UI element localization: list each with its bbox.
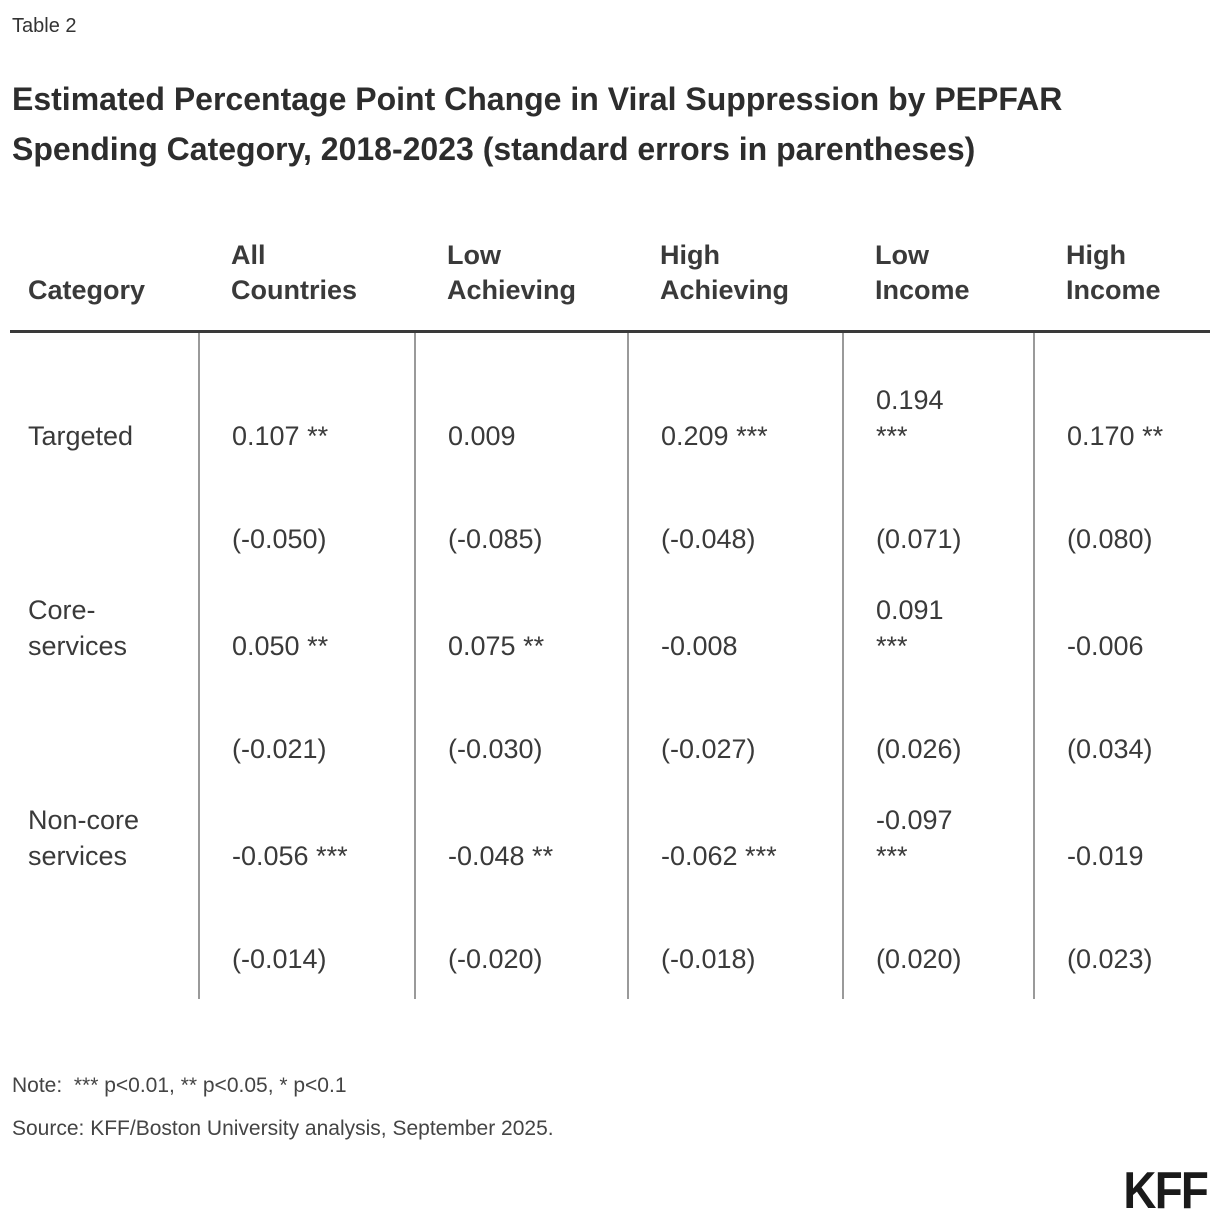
std-error-cell: (-0.021)	[198, 669, 415, 773]
row-label-empty	[10, 670, 199, 773]
page-title: Estimated Percentage Point Change in Vir…	[12, 81, 1063, 167]
std-error-cell: (-0.030)	[414, 669, 628, 773]
estimate-cell: 0.209 ***	[627, 331, 843, 460]
std-error-cell: (-0.085)	[414, 459, 628, 563]
estimate-cell: 0.091 ***	[842, 562, 1034, 670]
row-label-empty	[10, 880, 199, 983]
estimate-cell: -0.008	[627, 562, 843, 670]
estimate-cell: -0.019	[1033, 772, 1210, 880]
spacer-cell	[414, 982, 628, 999]
estimate-cell: 0.050 **	[198, 562, 415, 670]
std-error-cell: (0.080)	[1033, 459, 1210, 563]
spacer-cell	[1033, 982, 1210, 999]
estimate-cell: 0.075 **	[414, 562, 628, 670]
table-row-non-core-services-std-errors: (-0.014) (-0.020) (-0.018) (0.020) (0.02…	[10, 879, 1210, 983]
std-error-cell: (0.023)	[1033, 879, 1210, 983]
col-header-high-income: High Income	[1034, 230, 1210, 333]
std-error-cell: (-0.048)	[627, 459, 843, 563]
std-error-cell: (0.034)	[1033, 669, 1210, 773]
estimate-cell: -0.062 ***	[627, 772, 843, 880]
table-row-targeted-estimates: Targeted 0.107 ** 0.009 0.209 *** 0.194 …	[10, 331, 1210, 460]
std-error-cell: (0.071)	[842, 459, 1034, 563]
estimate-cell: -0.097 ***	[842, 772, 1034, 880]
table-row-targeted-std-errors: (-0.050) (-0.085) (-0.048) (0.071) (0.08…	[10, 459, 1210, 563]
table-number-label: Table 2	[12, 15, 77, 37]
table-row-core-services-estimates: Core- services 0.050 ** 0.075 ** -0.008 …	[10, 562, 1210, 670]
std-error-cell: (-0.018)	[627, 879, 843, 983]
source-attribution: Source: KFF/Boston University analysis, …	[12, 1116, 554, 1140]
std-error-cell: (-0.020)	[414, 879, 628, 983]
estimate-cell: 0.009	[414, 331, 628, 460]
estimate-cell: -0.056 ***	[198, 772, 415, 880]
spacer-cell	[198, 982, 415, 999]
estimate-cell: 0.170 **	[1033, 331, 1210, 460]
std-error-cell: (-0.050)	[198, 459, 415, 563]
std-error-cell: (-0.014)	[198, 879, 415, 983]
row-label-empty	[10, 460, 199, 563]
table-row-non-core-services-estimates: Non-core services -0.056 *** -0.048 ** -…	[10, 772, 1210, 880]
col-header-low-achieving: Low Achieving	[415, 230, 628, 333]
estimate-cell: -0.006	[1033, 562, 1210, 670]
col-header-high-achieving: High Achieving	[628, 230, 843, 333]
kff-logo: KFF	[1123, 1162, 1208, 1210]
results-table: Category All Countries Low Achieving Hig…	[10, 230, 1210, 999]
row-label-non-core-services: Non-core services	[28, 804, 140, 871]
estimate-cell: -0.048 **	[414, 772, 628, 880]
significance-note: Note: *** p<0.01, ** p<0.05, * p<0.1	[12, 1073, 347, 1097]
spacer-cell	[627, 982, 843, 999]
std-error-cell: (0.026)	[842, 669, 1034, 773]
estimate-cell: 0.194 ***	[842, 331, 1034, 460]
row-label-core-services: Core- services	[28, 594, 128, 661]
spacer-cell	[10, 983, 199, 999]
col-header-category: Category	[10, 230, 199, 333]
table-row-core-services-std-errors: (-0.021) (-0.030) (-0.027) (0.026) (0.03…	[10, 669, 1210, 773]
std-error-cell: (-0.027)	[627, 669, 843, 773]
estimate-cell: 0.107 **	[198, 331, 415, 460]
header-row: Category All Countries Low Achieving Hig…	[10, 230, 1210, 333]
col-header-low-income: Low Income	[843, 230, 1034, 333]
std-error-cell: (0.020)	[842, 879, 1034, 983]
spacer-cell	[842, 982, 1034, 999]
row-label-targeted: Targeted	[28, 420, 134, 451]
col-header-all-countries: All Countries	[199, 230, 415, 333]
table-bottom-spacer	[10, 982, 1210, 999]
